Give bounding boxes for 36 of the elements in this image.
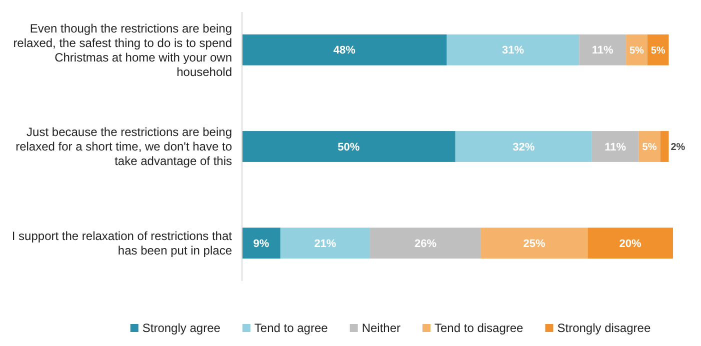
data-label: 48% bbox=[333, 44, 356, 57]
data-label: 21% bbox=[314, 238, 336, 250]
legend-label: Strongly agree bbox=[142, 321, 221, 336]
data-label: 11% bbox=[592, 44, 614, 57]
data-label: 5% bbox=[642, 142, 657, 153]
bar bbox=[242, 34, 447, 66]
bar bbox=[660, 131, 669, 162]
legend-label: Strongly disagree bbox=[557, 321, 651, 336]
data-label: 20% bbox=[619, 238, 642, 250]
data-label: 50% bbox=[338, 141, 360, 154]
data-label: 26% bbox=[414, 238, 437, 250]
bar bbox=[370, 228, 481, 259]
bar bbox=[592, 131, 639, 162]
data-label: 31% bbox=[502, 44, 524, 57]
bar bbox=[579, 34, 626, 66]
bar bbox=[626, 34, 648, 66]
bar bbox=[280, 228, 370, 259]
data-label: 5% bbox=[630, 45, 644, 56]
y-tick-label: Even though the restrictions are being relaxed, the safest thing to do is to spend Christmas at home with your own household bbox=[13, 21, 232, 79]
bar bbox=[446, 34, 580, 66]
bar bbox=[242, 228, 280, 259]
bar bbox=[455, 131, 592, 162]
data-label: 11% bbox=[604, 141, 626, 154]
bar bbox=[242, 131, 456, 162]
legend-label: Tend to agree bbox=[254, 321, 328, 336]
y-tick-label: Just because the restrictions are being relaxed for a short time, we don't have to take advantage of this bbox=[16, 125, 232, 168]
bar bbox=[480, 228, 588, 259]
legend-label: Tend to disagree bbox=[434, 321, 524, 336]
data-label: 2% bbox=[670, 142, 686, 153]
data-label: 5% bbox=[650, 45, 666, 56]
legend-label: Neither bbox=[362, 321, 400, 336]
data-label: 9% bbox=[253, 238, 270, 250]
y-tick-label: I support the relaxation of restrictions that has been put in place bbox=[12, 229, 233, 258]
data-label: 32% bbox=[512, 141, 535, 154]
data-label: 25% bbox=[523, 238, 546, 250]
bar bbox=[588, 228, 673, 259]
